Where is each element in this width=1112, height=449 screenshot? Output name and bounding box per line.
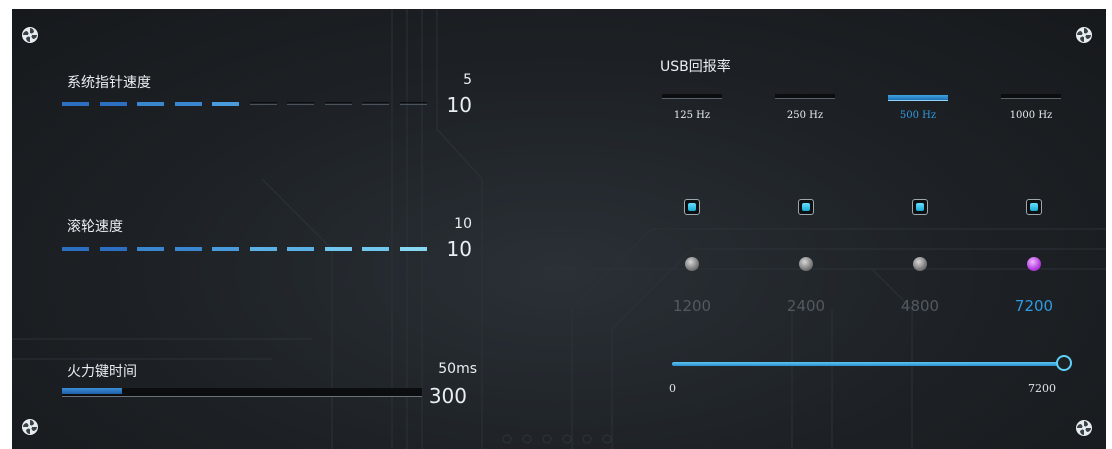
speed-segment[interactable] bbox=[399, 102, 427, 105]
speed-segment[interactable] bbox=[287, 102, 314, 105]
dpi-level-indicator[interactable] bbox=[685, 257, 699, 271]
dpi-level-indicator[interactable] bbox=[913, 257, 927, 271]
fire-key-slider[interactable] bbox=[62, 388, 422, 397]
dpi-slider-thumb[interactable] bbox=[1056, 355, 1072, 371]
speed-segment[interactable] bbox=[174, 247, 202, 251]
corner-fan-icon bbox=[1076, 420, 1092, 436]
speed-segment[interactable] bbox=[362, 102, 389, 105]
usb-rate-bar[interactable] bbox=[775, 94, 835, 99]
speed-segment[interactable] bbox=[137, 102, 164, 106]
speed-segment[interactable] bbox=[137, 247, 164, 251]
usb-rate-bar[interactable] bbox=[662, 94, 722, 99]
pointer-speed-label: 系统指针速度 bbox=[67, 75, 151, 91]
corner-fan-icon bbox=[22, 419, 38, 435]
usb-report-rate-label: USB回报率 bbox=[660, 59, 731, 75]
scroll-speed-label: 滚轮速度 bbox=[67, 219, 123, 235]
dpi-level-value[interactable]: 4800 bbox=[900, 297, 940, 315]
speed-segment[interactable] bbox=[249, 102, 277, 105]
usb-rate-option[interactable]: 250 Hz bbox=[786, 110, 824, 121]
speed-segment[interactable] bbox=[362, 247, 389, 251]
dpi-level-value[interactable]: 7200 bbox=[1014, 297, 1054, 315]
dpi-level-checkbox[interactable] bbox=[684, 199, 700, 215]
dpi-level-value[interactable]: 1200 bbox=[672, 297, 712, 315]
speed-segment[interactable] bbox=[212, 102, 239, 106]
scroll-speed-value: 10 bbox=[454, 216, 472, 232]
speed-segment[interactable] bbox=[324, 247, 352, 251]
speed-segment[interactable] bbox=[399, 247, 427, 251]
usb-rate-option[interactable]: 500 Hz bbox=[899, 110, 937, 121]
dpi-level-checkbox[interactable] bbox=[912, 199, 928, 215]
usb-rate-bar[interactable] bbox=[1001, 94, 1061, 99]
usb-rate-bar[interactable] bbox=[888, 95, 948, 101]
speed-segment[interactable] bbox=[212, 247, 239, 251]
pointer-speed-value: 5 bbox=[463, 72, 472, 88]
dpi-level-value[interactable]: 2400 bbox=[786, 297, 826, 315]
dpi-level-checkbox[interactable] bbox=[798, 199, 814, 215]
mouse-settings-panel: 系统指针速度 5 10 滚轮速度 10 10 火力键时间 50ms 300 US… bbox=[12, 9, 1106, 449]
speed-segment[interactable] bbox=[287, 247, 314, 251]
dpi-slider-min: 0 bbox=[669, 382, 676, 395]
dpi-level-checkbox[interactable] bbox=[1026, 199, 1042, 215]
usb-rate-option[interactable]: 1000 Hz bbox=[1009, 110, 1053, 121]
circuit-background bbox=[12, 9, 1106, 449]
dpi-slider[interactable] bbox=[672, 355, 1072, 371]
speed-segment[interactable] bbox=[174, 102, 202, 106]
dpi-slider-track bbox=[672, 362, 1064, 366]
speed-segment[interactable] bbox=[99, 247, 127, 251]
fire-key-max: 300 bbox=[428, 384, 467, 408]
scroll-speed-max: 10 bbox=[446, 237, 472, 261]
fire-key-label: 火力键时间 bbox=[67, 364, 137, 380]
checkbox-checked-icon bbox=[916, 203, 924, 211]
dpi-slider-max: 7200 bbox=[1028, 382, 1056, 395]
checkbox-checked-icon bbox=[688, 203, 696, 211]
fire-key-value: 50ms bbox=[438, 361, 477, 377]
checkbox-checked-icon bbox=[1030, 203, 1038, 211]
pointer-speed-max: 10 bbox=[446, 93, 472, 117]
dpi-level-indicator[interactable] bbox=[1027, 257, 1041, 271]
corner-fan-icon bbox=[22, 27, 38, 43]
speed-segment[interactable] bbox=[99, 102, 127, 106]
speed-segment[interactable] bbox=[62, 247, 89, 251]
dpi-level-indicator[interactable] bbox=[799, 257, 813, 271]
speed-segment[interactable] bbox=[62, 102, 89, 106]
speed-segment[interactable] bbox=[249, 247, 277, 251]
corner-fan-icon bbox=[1076, 27, 1092, 43]
speed-segment[interactable] bbox=[324, 102, 352, 105]
usb-rate-option[interactable]: 125 Hz bbox=[673, 110, 711, 121]
checkbox-checked-icon bbox=[802, 203, 810, 211]
fire-key-fill bbox=[62, 388, 123, 394]
